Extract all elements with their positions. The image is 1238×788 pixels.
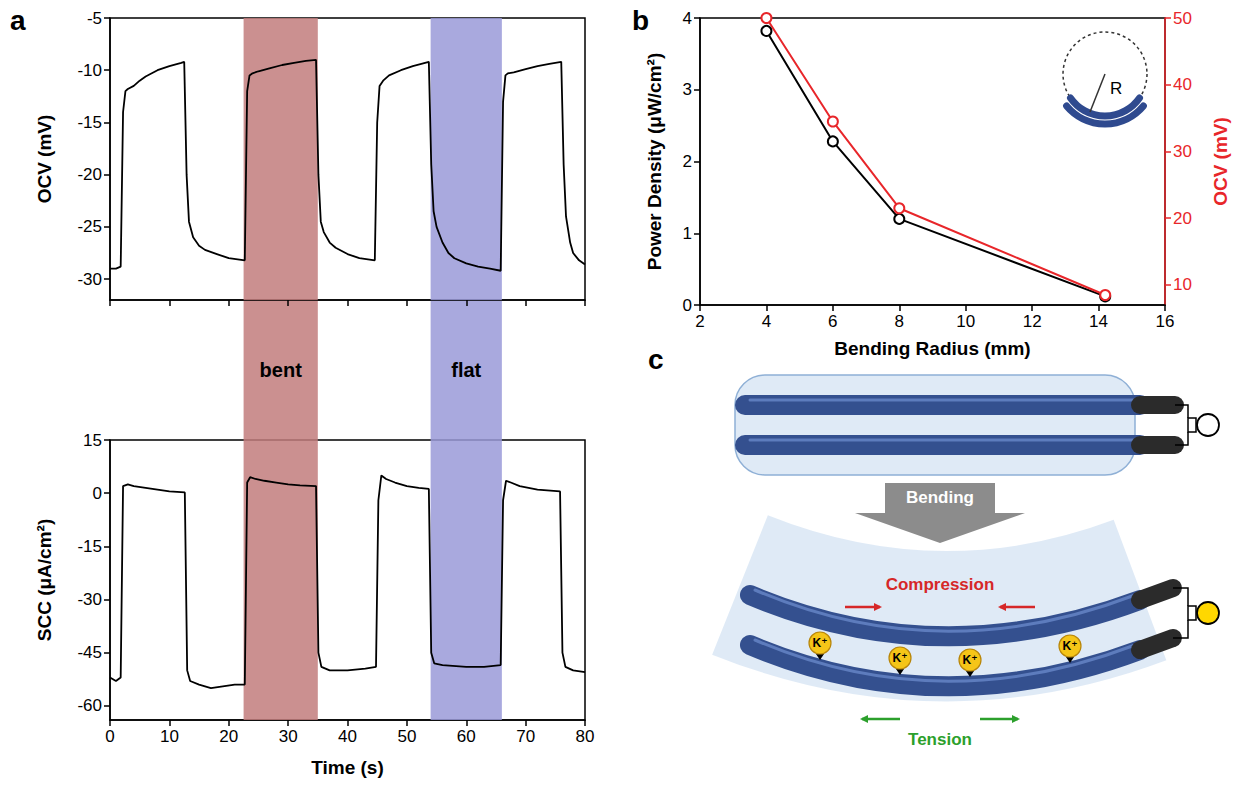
svg-text:10: 10	[160, 727, 179, 746]
svg-text:-25: -25	[77, 217, 102, 236]
svg-text:0: 0	[105, 727, 114, 746]
svg-text:4: 4	[762, 312, 771, 331]
svg-text:16: 16	[1156, 312, 1175, 331]
svg-text:70: 70	[516, 727, 535, 746]
svg-text:20: 20	[219, 727, 238, 746]
svg-text:30: 30	[1173, 142, 1192, 161]
svg-text:b: b	[632, 5, 649, 36]
svg-text:a: a	[10, 5, 26, 36]
svg-text:Tension: Tension	[908, 730, 972, 749]
svg-text:Bending: Bending	[906, 488, 974, 507]
svg-text:bent: bent	[260, 359, 303, 381]
svg-text:R: R	[1110, 79, 1122, 98]
svg-text:6: 6	[828, 312, 837, 331]
svg-text:0: 0	[683, 296, 692, 315]
svg-text:1: 1	[683, 224, 692, 243]
svg-text:2: 2	[695, 312, 704, 331]
svg-text:-30: -30	[77, 270, 102, 289]
svg-text:SCC (μA/cm²): SCC (μA/cm²)	[34, 519, 55, 641]
svg-text:15: 15	[83, 431, 102, 450]
svg-text:-15: -15	[77, 537, 102, 556]
svg-text:K⁺: K⁺	[893, 651, 908, 665]
svg-text:Compression: Compression	[886, 575, 995, 594]
svg-text:flat: flat	[451, 359, 481, 381]
svg-text:2: 2	[683, 152, 692, 171]
svg-text:3: 3	[683, 80, 692, 99]
svg-text:0: 0	[93, 484, 102, 503]
svg-text:K⁺: K⁺	[1063, 639, 1078, 653]
svg-text:OCV (mV): OCV (mV)	[1210, 117, 1231, 206]
svg-text:-60: -60	[77, 696, 102, 715]
svg-text:K⁺: K⁺	[813, 636, 828, 650]
svg-text:20: 20	[1173, 209, 1192, 228]
svg-text:4: 4	[683, 9, 692, 28]
svg-text:8: 8	[895, 312, 904, 331]
svg-text:c: c	[648, 345, 664, 375]
svg-text:14: 14	[1089, 312, 1108, 331]
svg-text:50: 50	[1173, 9, 1192, 28]
svg-text:12: 12	[1023, 312, 1042, 331]
svg-text:-5: -5	[87, 9, 102, 28]
svg-text:-30: -30	[77, 590, 102, 609]
svg-text:30: 30	[279, 727, 298, 746]
svg-text:K⁺: K⁺	[963, 653, 978, 667]
svg-text:Bending Radius (mm): Bending Radius (mm)	[834, 338, 1030, 359]
svg-text:Time (s): Time (s)	[311, 757, 384, 778]
svg-text:Power Density (μW/cm²): Power Density (μW/cm²)	[644, 53, 665, 271]
svg-text:50: 50	[397, 727, 416, 746]
svg-text:10: 10	[956, 312, 975, 331]
svg-text:-15: -15	[77, 113, 102, 132]
svg-text:-20: -20	[77, 165, 102, 184]
svg-text:-45: -45	[77, 643, 102, 662]
svg-text:40: 40	[1173, 75, 1192, 94]
svg-text:80: 80	[576, 727, 595, 746]
svg-text:40: 40	[338, 727, 357, 746]
svg-text:OCV (mV): OCV (mV)	[34, 115, 55, 204]
svg-text:10: 10	[1173, 275, 1192, 294]
svg-text:-10: -10	[77, 61, 102, 80]
svg-text:60: 60	[457, 727, 476, 746]
